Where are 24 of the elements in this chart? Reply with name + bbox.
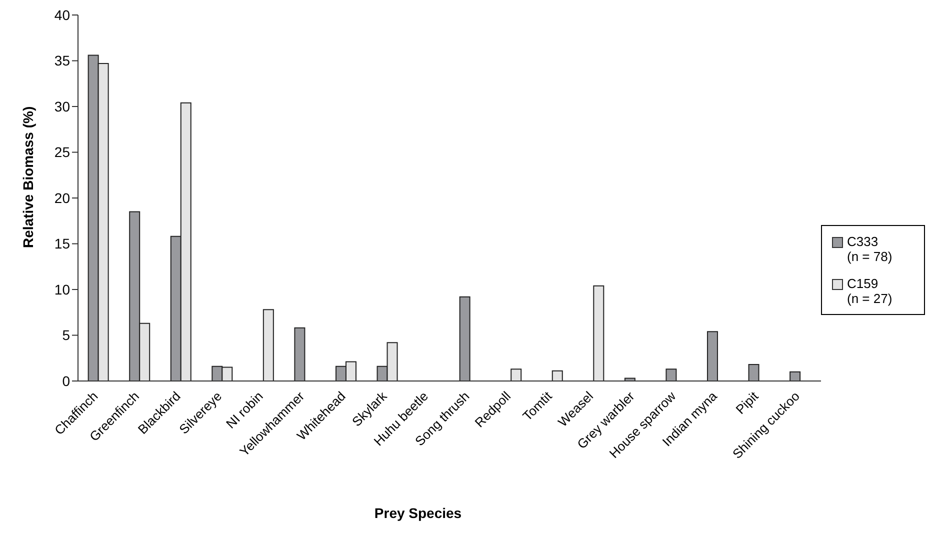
y-tick-label: 35: [54, 52, 70, 69]
y-axis-title: Relative Biomass (%): [20, 106, 36, 248]
y-tick-label: 10: [54, 281, 70, 298]
bar: [706, 331, 718, 381]
legend-label: C333 (n = 78): [847, 234, 892, 264]
y-tick-label: 30: [54, 98, 70, 114]
x-tick-label: Pipit: [732, 388, 762, 418]
y-tick-label: 40: [54, 6, 70, 23]
legend-label: C159 (n = 27): [847, 276, 892, 306]
bar: [294, 327, 306, 381]
y-tick-label: 20: [54, 190, 70, 206]
y-tick-label: 0: [62, 372, 70, 389]
y-tick-label: 5: [62, 327, 70, 344]
bar: [510, 368, 522, 381]
y-tick-label: 15: [54, 236, 70, 252]
bar: [552, 370, 563, 381]
bar: [748, 364, 760, 381]
bar: [459, 296, 470, 381]
bar: [593, 285, 604, 381]
bar: [790, 371, 801, 381]
bar: [666, 368, 677, 381]
bar: [262, 309, 274, 381]
y-tick-label: 25: [54, 144, 70, 160]
x-axis-title: Prey Species: [373, 505, 463, 521]
